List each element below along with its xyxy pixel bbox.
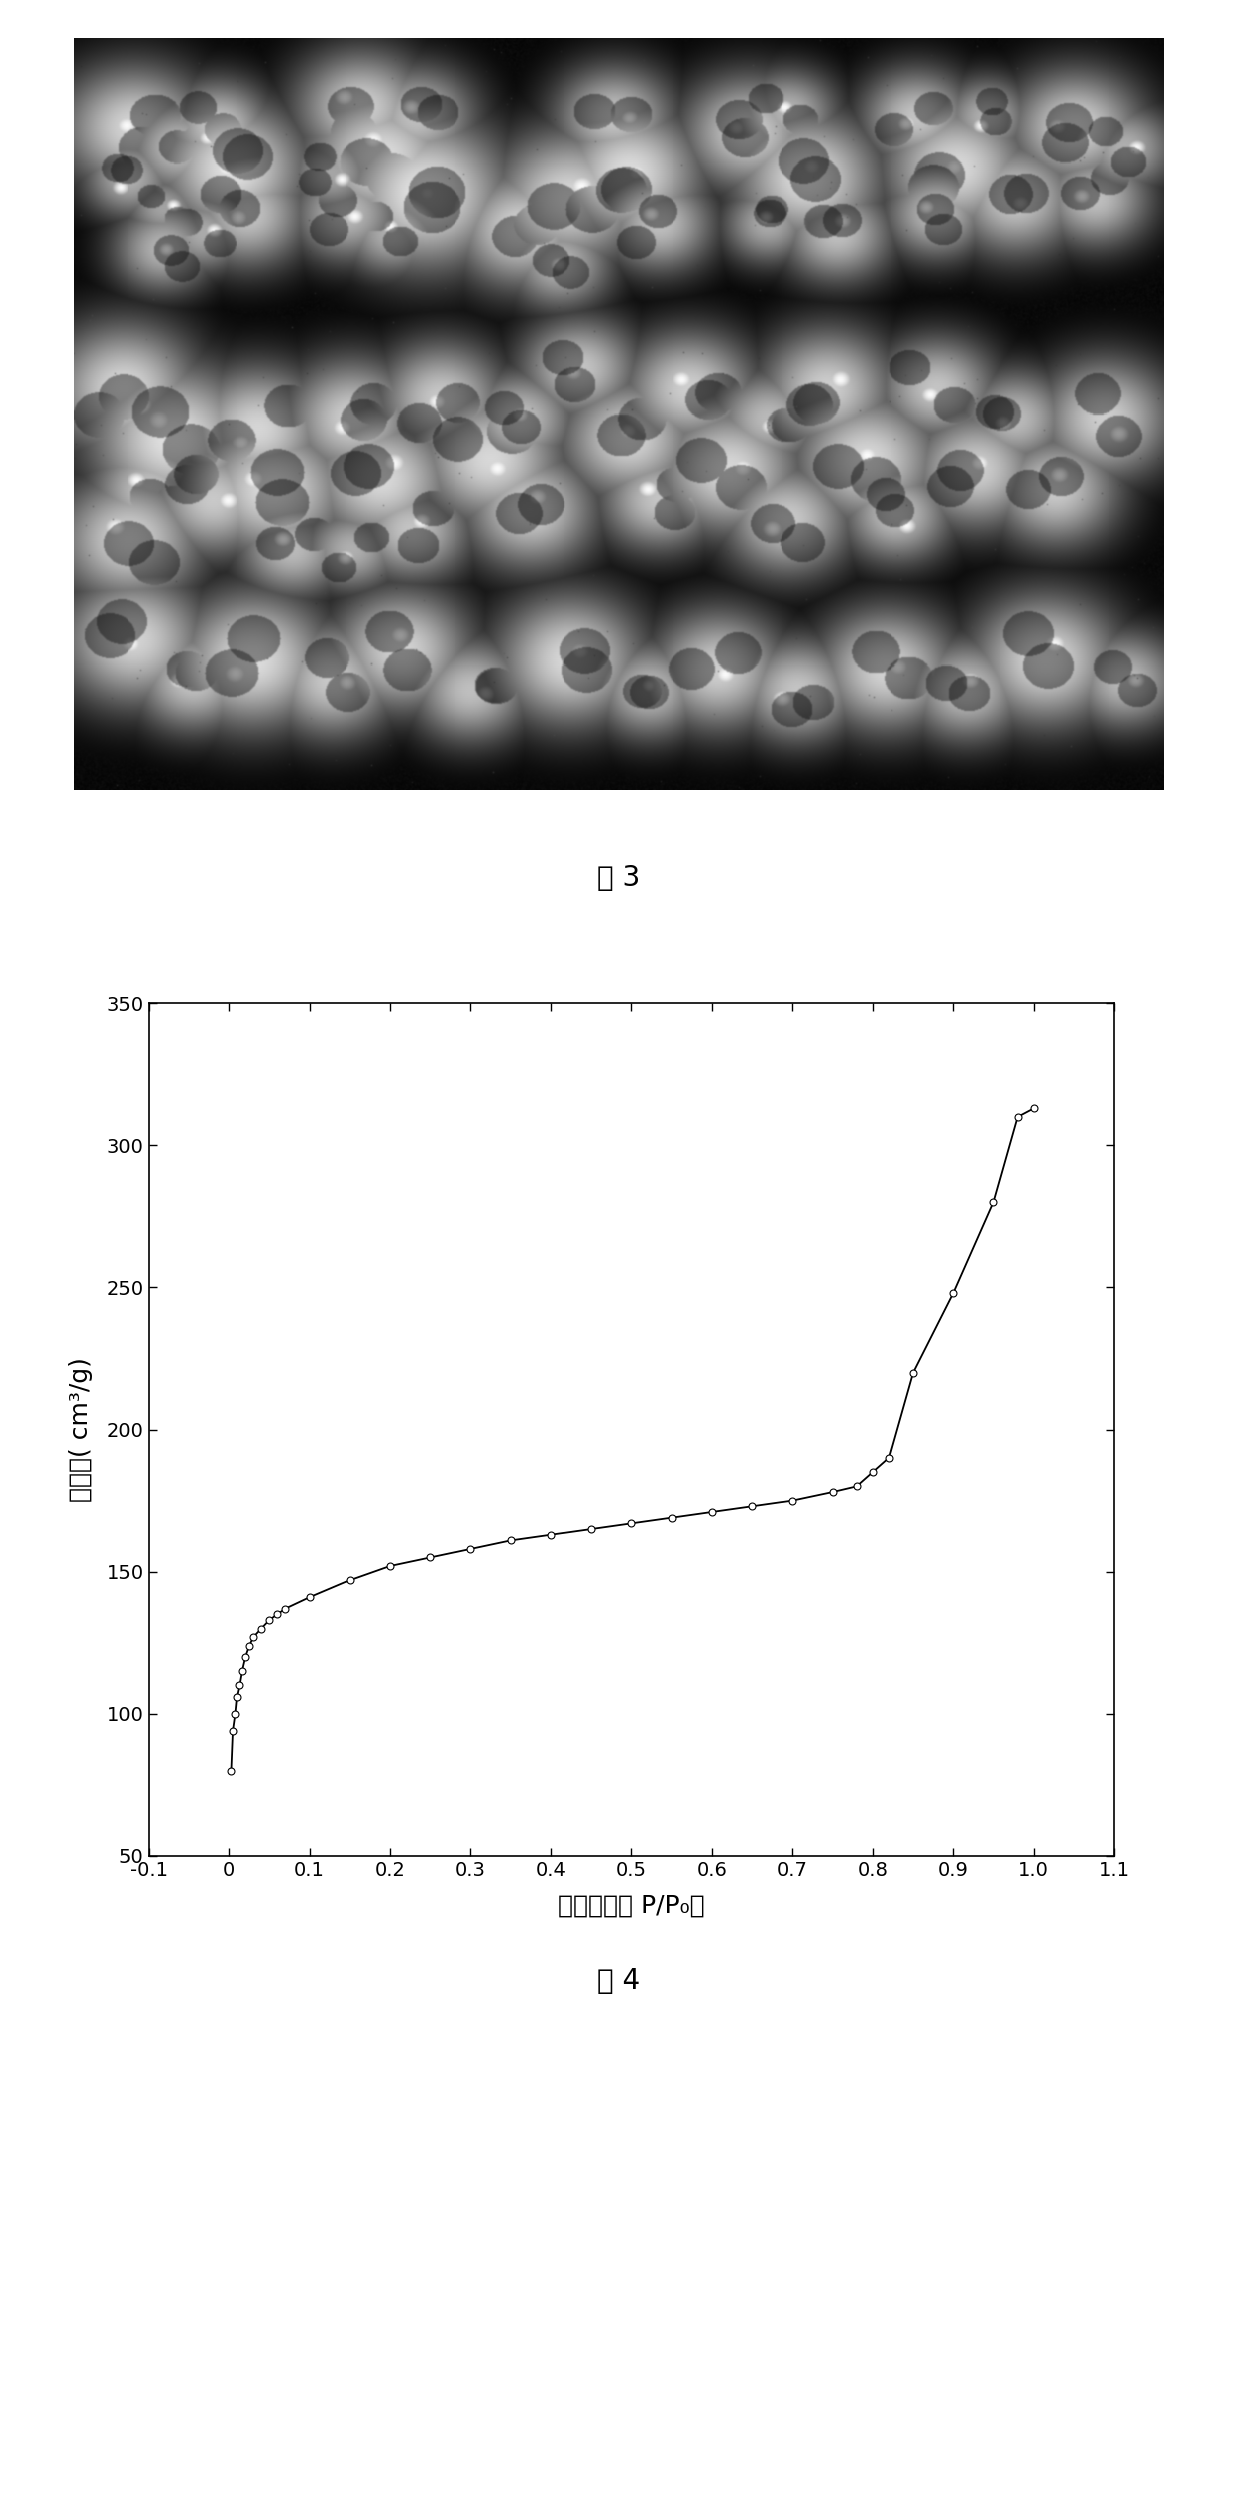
X-axis label: 相对压力（ P/P₀）: 相对压力（ P/P₀）: [558, 1894, 704, 1919]
Y-axis label: 吸附量( cm³/g): 吸附量( cm³/g): [68, 1357, 93, 1502]
Text: 图 4: 图 4: [598, 1966, 640, 1996]
Text: 图 3: 图 3: [598, 863, 640, 893]
